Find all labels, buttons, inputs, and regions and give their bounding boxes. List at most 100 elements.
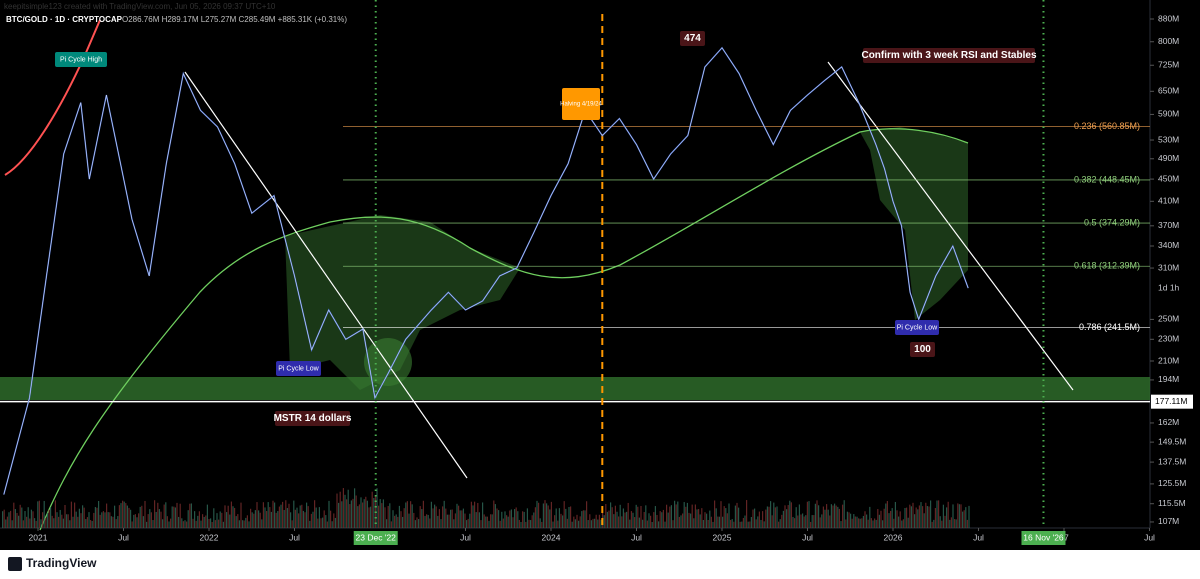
volume-bar (938, 500, 940, 528)
volume-bar (366, 500, 368, 528)
volume-bar (488, 520, 490, 528)
volume-bar (192, 518, 194, 528)
volume-bar (605, 504, 607, 528)
volume-bar (586, 501, 588, 528)
volume-bar (952, 504, 954, 528)
volume-bar (61, 514, 63, 528)
volume-bar (816, 500, 818, 528)
volume-bar (707, 520, 709, 528)
volume-bar (117, 516, 119, 528)
volume-bar (262, 502, 264, 528)
volume-bar (706, 513, 708, 528)
countdown: 1d 1h (1158, 282, 1180, 292)
volume-bar (942, 504, 944, 528)
volume-bar (126, 505, 128, 528)
volume-bar (136, 517, 138, 528)
volume-bar (315, 507, 317, 528)
price-line-glow (3, 47, 969, 495)
volume-bar (838, 508, 840, 528)
volume-bar (21, 507, 23, 528)
volume-bar (907, 517, 909, 528)
price-tick-label: 590M (1158, 109, 1179, 119)
volume-bar (275, 512, 277, 528)
volume-bar (862, 515, 864, 528)
volume-bar (443, 500, 445, 528)
price-tick-label: 800M (1158, 36, 1179, 46)
volume-bar (899, 511, 901, 528)
volume-bar (491, 514, 493, 528)
chart-layer: 880M 800M 725M 650M 590M 530M 490M 450M 410M 370M… (0, 0, 1193, 545)
volume-bar (731, 519, 733, 528)
volume-bar (594, 518, 596, 528)
volume-bar (592, 518, 594, 528)
volume-bar (795, 507, 797, 528)
volume-bar (747, 521, 749, 528)
volume-bar (203, 516, 205, 528)
volume-bar (99, 514, 101, 528)
volume-bar (139, 506, 141, 528)
volume-bar (837, 506, 839, 528)
volume-bar (403, 508, 405, 528)
volume-bar (102, 511, 104, 528)
fib-label: 0.786 (241.5M) (1079, 322, 1140, 332)
volume-bar (56, 512, 58, 528)
volume-bar (91, 520, 93, 528)
volume-bar (178, 516, 180, 528)
volume-bar (166, 516, 168, 528)
volume-bar (67, 514, 69, 528)
volume-bar (870, 518, 872, 528)
fib-label: 0.236 (560.85M) (1074, 121, 1140, 131)
volume-bar (46, 512, 48, 528)
volume-bar (16, 512, 18, 528)
volume-bar (5, 519, 7, 528)
volume-bar (834, 503, 836, 528)
volume-bar (360, 497, 362, 528)
volume-bar (835, 505, 837, 528)
volume-bar (176, 502, 178, 528)
volume-bar (357, 506, 359, 528)
volume-bar (170, 518, 172, 528)
volume-bar (69, 520, 71, 528)
volume-bar (131, 521, 133, 528)
volume-bar (958, 504, 960, 528)
volume-bar (219, 511, 221, 528)
volume-bar (922, 506, 924, 528)
volume-bar (934, 507, 936, 528)
volume-bar (742, 517, 744, 528)
volume-bar (670, 505, 672, 528)
volume-bar (317, 518, 319, 528)
volume-bar (618, 516, 620, 528)
volume-bar (696, 509, 698, 528)
volume-bar (18, 515, 20, 528)
volume-bar (722, 516, 724, 528)
volume-bar (709, 510, 711, 528)
volume-bar (573, 516, 575, 528)
volume-bar (147, 514, 149, 528)
volume-bar (570, 506, 572, 528)
volume-bar (749, 521, 751, 528)
volume-bar (584, 510, 586, 528)
volume-bar (294, 509, 296, 528)
volume-bar (258, 510, 260, 528)
volume-bar (918, 505, 920, 528)
volume-bar (445, 508, 447, 528)
volume-bar (666, 504, 668, 528)
level-label-bg (1151, 394, 1193, 409)
volume-bar (114, 505, 116, 528)
volume-bar (654, 506, 656, 528)
volume-bar (80, 513, 82, 528)
volume-bar (886, 501, 888, 528)
volume-bar (845, 519, 847, 528)
volume-bar (650, 515, 652, 528)
volume-bar (350, 500, 352, 528)
volume-bar (853, 514, 855, 528)
volume-bar (965, 507, 967, 528)
volume-bar (546, 503, 548, 528)
volume-bar (730, 519, 732, 528)
volume-bar (579, 516, 581, 528)
volume-bar (538, 502, 540, 528)
volume-bar (885, 503, 887, 528)
volume-bar (37, 501, 39, 528)
support-zone (0, 377, 1150, 400)
volume-bar (779, 519, 781, 528)
